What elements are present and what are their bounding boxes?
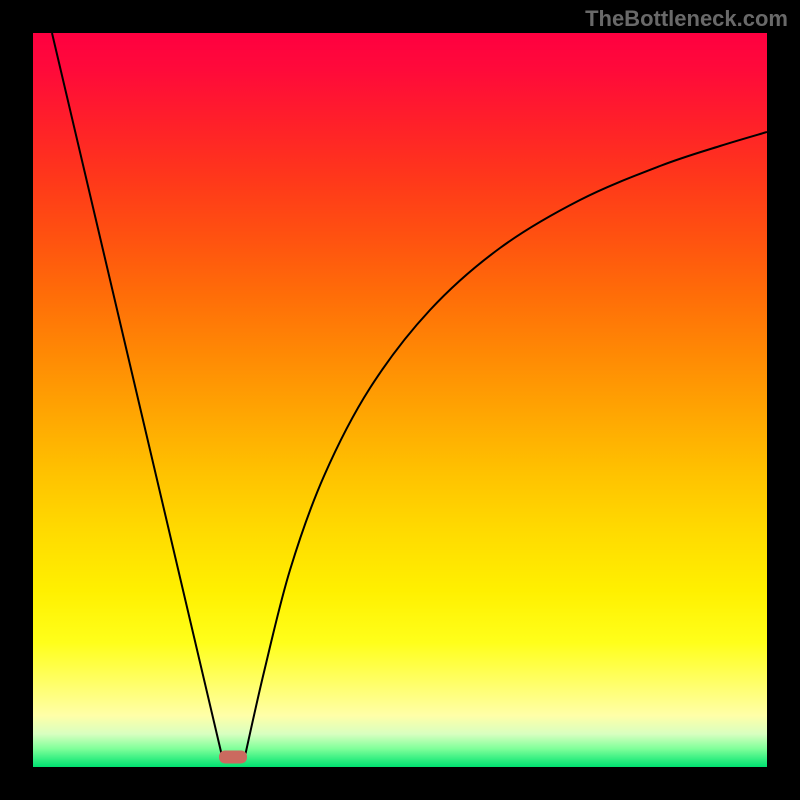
plot-background bbox=[33, 33, 767, 767]
chart-container: TheBottleneck.com bbox=[0, 0, 800, 800]
bottleneck-chart bbox=[0, 0, 800, 800]
watermark-text: TheBottleneck.com bbox=[585, 6, 788, 32]
minimum-marker bbox=[219, 751, 247, 764]
